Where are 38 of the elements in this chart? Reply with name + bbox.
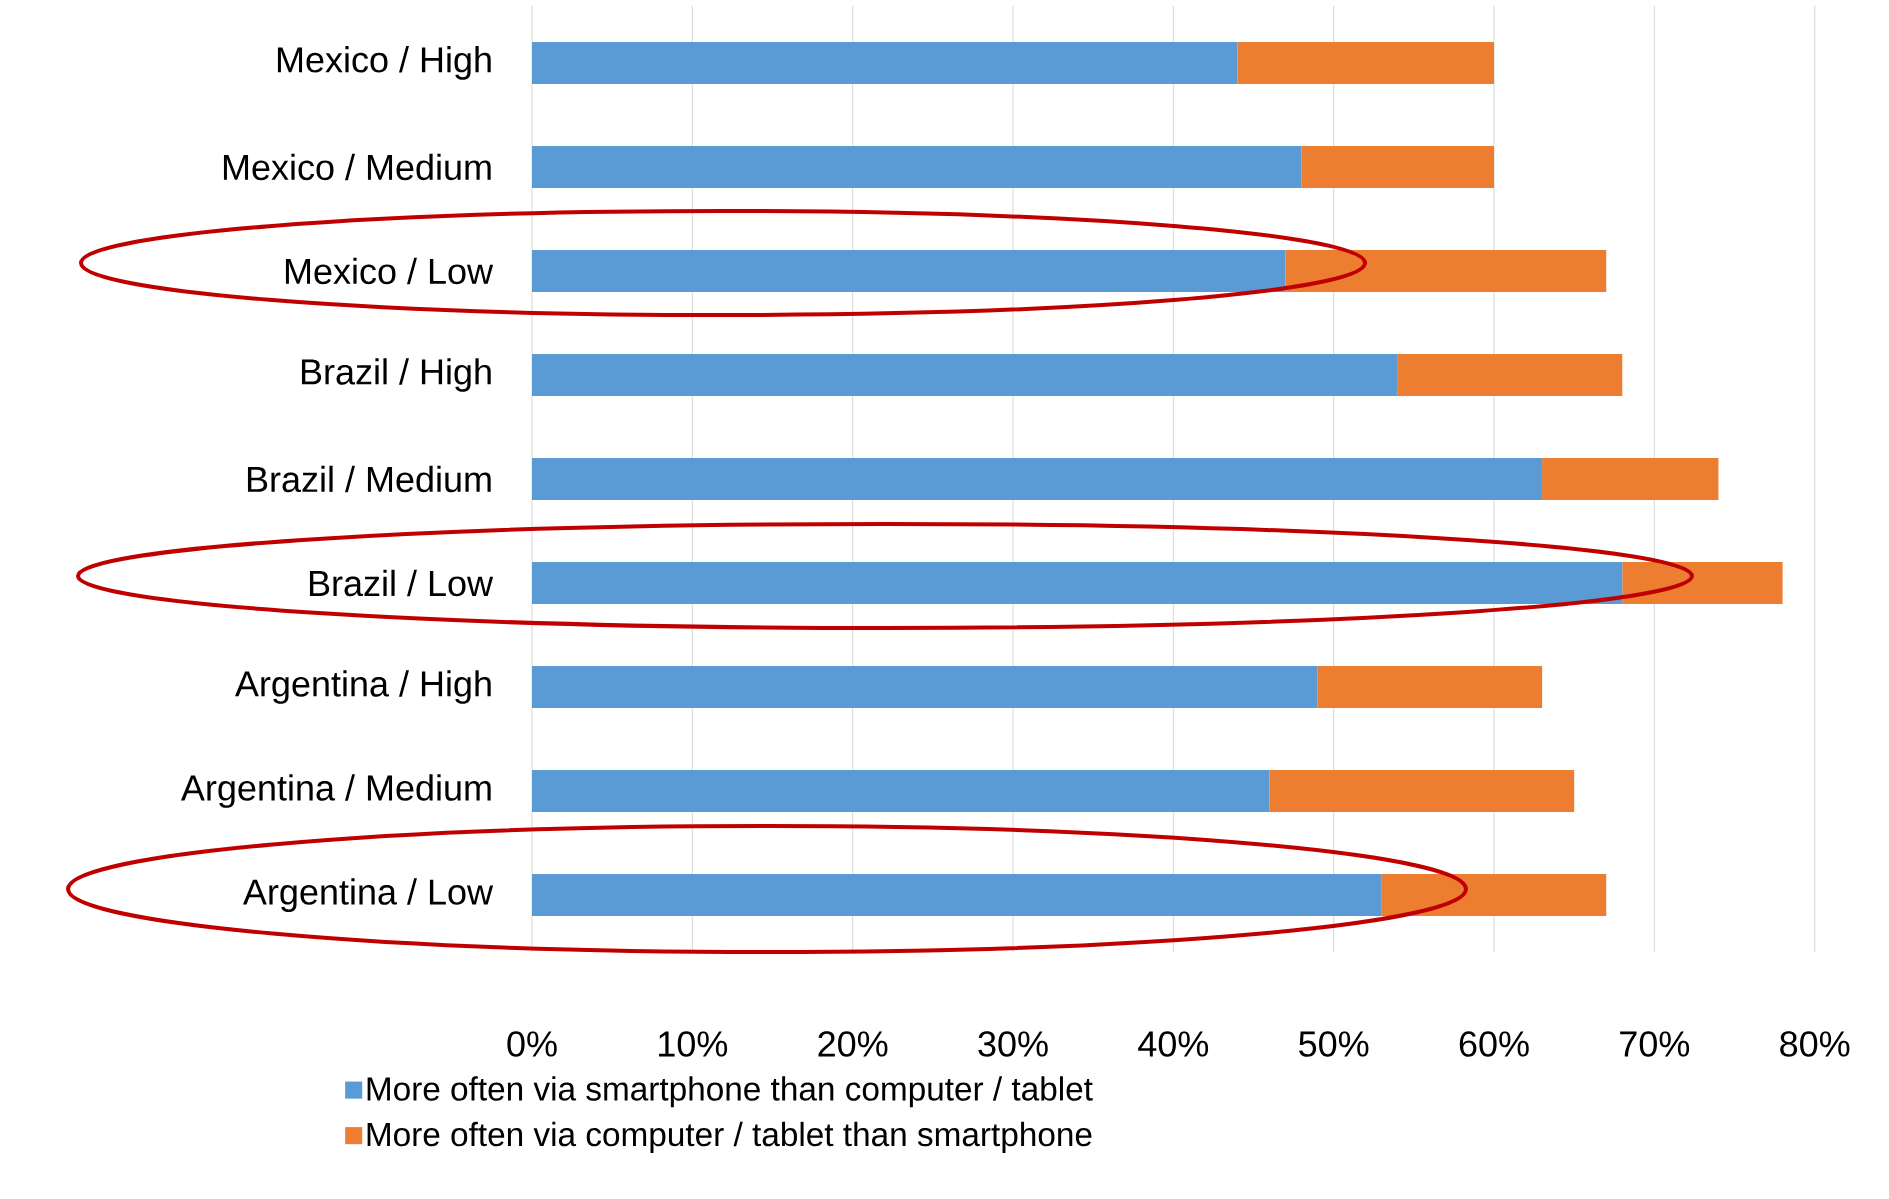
bar	[532, 874, 1382, 917]
bar	[532, 41, 1238, 84]
legend-label: More often via computer / tablet than smartphone	[367, 1121, 1092, 1153]
bar	[1237, 41, 1495, 84]
y-tick-label: Brazil / High	[301, 358, 491, 392]
x-tick-label: 80%	[1780, 1031, 1850, 1057]
bar	[1285, 249, 1607, 292]
bar	[532, 353, 1398, 396]
x-tick-label: 50%	[1299, 1031, 1369, 1057]
legend-label: More often via smartphone than computer / tablet	[367, 1076, 1093, 1108]
y-tick-label: Mexico / High	[277, 46, 491, 80]
y-tick-label: Brazil / Low	[309, 569, 494, 597]
y-tick-label: Argentina / High	[234, 670, 491, 704]
bar	[532, 249, 1286, 292]
bar	[532, 666, 1318, 709]
x-tick-label: 10%	[659, 1031, 728, 1057]
bar	[532, 562, 1623, 605]
bar	[1542, 458, 1719, 500]
y-tick-label: Argentina / Medium	[180, 774, 491, 808]
x-tick-label: 40%	[1138, 1031, 1209, 1057]
x-tick-label: 0%	[507, 1031, 557, 1057]
x-tick-label: 20%	[818, 1031, 888, 1057]
bar	[1397, 353, 1623, 396]
bar	[532, 458, 1543, 500]
y-tick-label: Mexico / Medium	[223, 153, 491, 181]
x-tick-label: 70%	[1620, 1031, 1690, 1057]
bar	[1381, 874, 1607, 917]
y-tick-label: Mexico / Low	[285, 257, 494, 285]
y-tick-label: Brazil / Medium	[247, 465, 491, 493]
bar	[1301, 145, 1495, 188]
bar	[1317, 666, 1543, 709]
bar	[1622, 562, 1783, 605]
y-tick-label: Argentina / Low	[242, 878, 494, 912]
bar	[532, 145, 1302, 188]
bar	[1269, 770, 1575, 813]
bar	[532, 770, 1270, 813]
x-tick-label: 30%	[978, 1031, 1048, 1057]
x-tick-label: 60%	[1459, 1031, 1529, 1057]
